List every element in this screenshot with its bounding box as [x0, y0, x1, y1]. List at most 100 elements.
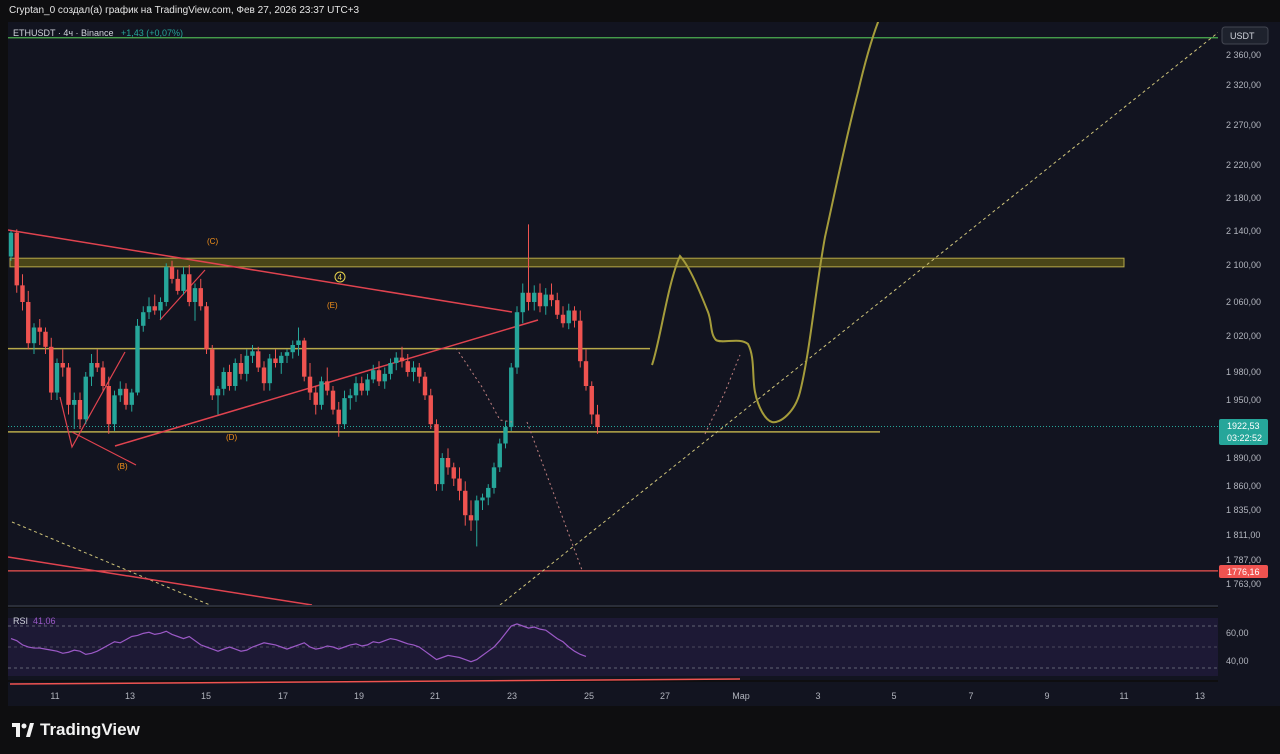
candle[interactable] — [566, 303, 571, 330]
candle[interactable] — [233, 358, 238, 391]
candle[interactable] — [66, 363, 71, 415]
candle[interactable] — [215, 386, 221, 415]
candle[interactable] — [135, 319, 140, 396]
main-pane[interactable] — [8, 22, 1218, 605]
candle[interactable] — [112, 390, 117, 431]
candle[interactable] — [8, 231, 14, 261]
candle[interactable] — [95, 349, 100, 373]
candle[interactable] — [296, 327, 301, 356]
candle[interactable] — [319, 376, 324, 410]
candle[interactable] — [348, 388, 353, 410]
candle[interactable] — [549, 283, 554, 307]
candle[interactable] — [537, 283, 543, 313]
candle[interactable] — [290, 340, 295, 359]
candle[interactable] — [227, 364, 232, 391]
candle[interactable] — [359, 376, 364, 396]
candle[interactable] — [77, 392, 83, 429]
candle[interactable] — [302, 337, 307, 382]
candle[interactable] — [261, 361, 267, 391]
candle[interactable] — [388, 358, 393, 380]
wave-label-4[interactable]: 4 — [338, 273, 343, 282]
candle[interactable] — [169, 260, 175, 284]
candle[interactable] — [60, 349, 65, 377]
candle[interactable] — [83, 372, 88, 425]
time-scale[interactable] — [8, 682, 1218, 706]
candle[interactable] — [43, 327, 48, 355]
candle[interactable] — [457, 467, 462, 501]
rsi-line[interactable] — [10, 623, 587, 663]
rsi-trendline[interactable] — [9, 678, 741, 685]
price-scale[interactable] — [1218, 22, 1280, 706]
candle[interactable] — [503, 421, 508, 449]
wave-label-b[interactable]: (B) — [117, 462, 128, 471]
wave-label-4-circle[interactable] — [334, 271, 346, 283]
currency-button-label[interactable]: USDT — [1230, 31, 1255, 41]
candle[interactable] — [394, 352, 399, 371]
candle[interactable] — [365, 373, 370, 396]
candle[interactable] — [238, 354, 244, 380]
candle[interactable] — [267, 354, 272, 391]
candle[interactable] — [181, 266, 186, 295]
candle[interactable] — [20, 274, 25, 311]
candle[interactable] — [273, 349, 278, 368]
candle[interactable] — [146, 297, 152, 319]
candle[interactable] — [480, 493, 485, 510]
candle[interactable] — [382, 367, 387, 389]
dotted-projection-up[interactable] — [704, 354, 741, 435]
candle[interactable] — [491, 462, 497, 494]
wave-label-d[interactable]: (D) — [226, 433, 237, 442]
candle[interactable] — [451, 462, 456, 486]
candle[interactable] — [152, 294, 157, 315]
candle[interactable] — [520, 283, 525, 324]
candle[interactable] — [54, 358, 60, 401]
candle[interactable] — [37, 319, 42, 345]
candle[interactable] — [256, 346, 261, 372]
candle[interactable] — [250, 345, 255, 363]
triangle-upper-line[interactable] — [8, 229, 513, 313]
candle[interactable] — [595, 404, 600, 434]
candle[interactable] — [158, 297, 163, 319]
dotted-wave-down[interactable] — [455, 347, 513, 423]
candle[interactable] — [72, 392, 77, 429]
candle[interactable] — [123, 383, 129, 410]
candle[interactable] — [118, 381, 123, 402]
candle[interactable] — [221, 367, 226, 396]
candle[interactable] — [164, 263, 169, 307]
wave-label-c[interactable]: (C) — [207, 237, 218, 246]
candle[interactable] — [141, 306, 146, 332]
candle[interactable] — [445, 448, 451, 475]
candle[interactable] — [14, 229, 19, 293]
candle[interactable] — [411, 361, 416, 382]
candle[interactable] — [376, 361, 382, 386]
tradingview-logo[interactable]: TradingView — [12, 720, 140, 740]
candle[interactable] — [555, 292, 560, 319]
symbol-label[interactable]: ETHUSDT · 4ч · Binance — [13, 28, 114, 38]
candle[interactable] — [532, 285, 537, 311]
candle[interactable] — [26, 290, 31, 350]
candle[interactable] — [336, 401, 341, 437]
candle[interactable] — [509, 363, 514, 431]
candle[interactable] — [244, 349, 249, 382]
candle[interactable] — [187, 265, 192, 307]
candle[interactable] — [198, 278, 203, 311]
wave-b-lines[interactable] — [59, 351, 126, 449]
resistance-zone[interactable] — [9, 257, 1125, 268]
candle[interactable] — [371, 364, 376, 384]
candle[interactable] — [210, 345, 215, 400]
candle[interactable] — [463, 481, 468, 526]
candle[interactable] — [417, 363, 422, 384]
candle[interactable] — [192, 283, 198, 321]
candle[interactable] — [578, 310, 583, 368]
candle[interactable] — [486, 484, 491, 506]
candle[interactable] — [129, 388, 134, 412]
candle[interactable] — [100, 361, 106, 391]
candle[interactable] — [514, 306, 520, 374]
candle[interactable] — [434, 419, 439, 491]
candle[interactable] — [399, 346, 405, 368]
candle[interactable] — [428, 388, 433, 429]
candle[interactable] — [307, 363, 313, 400]
wave-label-e[interactable]: (E) — [327, 301, 338, 310]
currency-button[interactable] — [1221, 26, 1269, 45]
candle[interactable] — [89, 354, 94, 386]
candle[interactable] — [325, 367, 330, 396]
